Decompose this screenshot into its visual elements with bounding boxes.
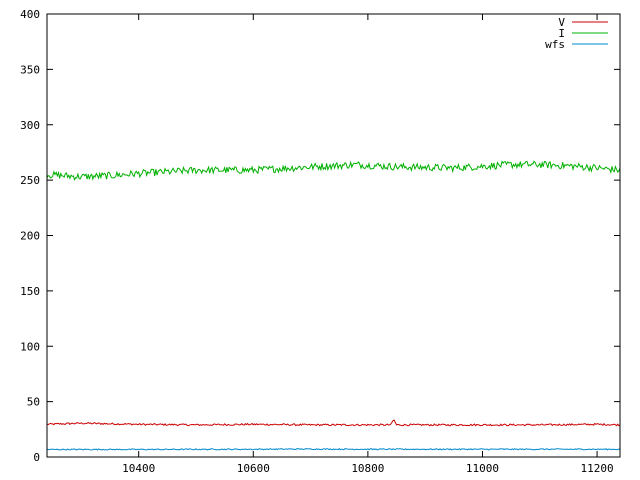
- x-tick-label: 11200: [581, 462, 614, 475]
- y-tick-label: 150: [20, 285, 40, 298]
- legend-label-wfs: wfs: [545, 38, 565, 51]
- y-tick-label: 200: [20, 230, 40, 243]
- x-tick-label: 10600: [237, 462, 270, 475]
- axis-layer: 0 50 100 150 200 250 300 350 400 10400 10600 10800 1…: [20, 8, 620, 475]
- y-tick-label: 100: [20, 340, 40, 353]
- y-tick-label: 350: [20, 63, 40, 76]
- x-tick-label: 11000: [466, 462, 499, 475]
- series-line-wfs: [47, 447, 621, 451]
- series-line-i: [46, 160, 621, 181]
- x-tick-label: 10400: [122, 462, 155, 475]
- legend-label-i: I: [558, 27, 565, 40]
- y-tick-label: 400: [20, 8, 40, 21]
- series-line-v: [46, 419, 621, 427]
- y-tick-label: 250: [20, 174, 40, 187]
- series-layer: [46, 160, 621, 451]
- legend-label-v: V: [558, 16, 565, 29]
- x-tick-label: 10800: [351, 462, 384, 475]
- y-tick-label: 0: [33, 451, 40, 464]
- y-tick-label: 50: [27, 396, 40, 409]
- y-tick-label: 300: [20, 119, 40, 132]
